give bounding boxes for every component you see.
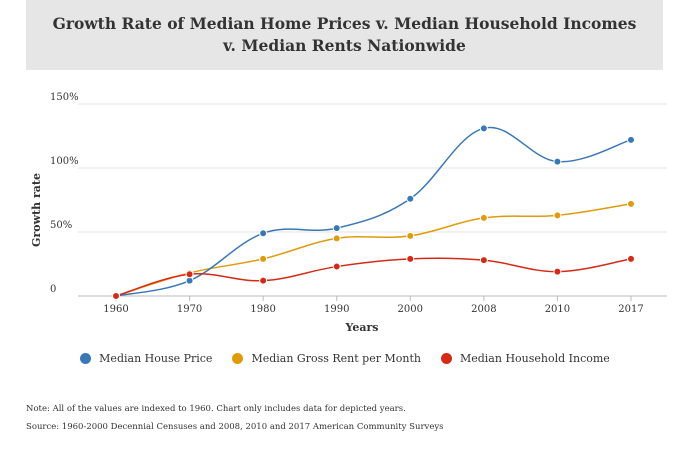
data-point[interactable] (259, 254, 268, 263)
chart-notes: Note: All of the values are indexed to 1… (26, 400, 444, 436)
data-point[interactable] (259, 229, 268, 238)
data-point[interactable] (553, 267, 562, 276)
data-point[interactable] (185, 270, 194, 279)
legend-marker-icon (440, 353, 452, 364)
data-point[interactable] (627, 199, 635, 208)
legend-label: Median House Price (99, 352, 213, 365)
data-point[interactable] (332, 224, 341, 233)
x-tick-label: 1960 (103, 304, 128, 315)
y-tick-label: 50% (50, 220, 72, 231)
series-line (115, 203, 632, 297)
legend-item[interactable]: Median Gross Rent per Month (232, 352, 421, 365)
data-point[interactable] (112, 292, 120, 300)
legend-label: Median Gross Rent per Month (251, 352, 421, 365)
data-point[interactable] (479, 213, 488, 222)
series-line (115, 257, 632, 297)
chart-title: Growth Rate of Median Home Prices v. Med… (52, 14, 637, 55)
x-axis-title: Years (344, 321, 378, 334)
source-text: Source: 1960-2000 Decennial Censuses and… (26, 422, 444, 432)
data-point[interactable] (627, 135, 635, 144)
grid-lines (78, 103, 667, 297)
y-tick-label: 0 (50, 284, 56, 295)
data-point[interactable] (553, 157, 562, 166)
x-tick-label: 1980 (250, 304, 275, 315)
data-point[interactable] (479, 256, 488, 265)
legend-marker-icon (80, 353, 92, 364)
title-box: Growth Rate of Median Home Prices v. Med… (26, 0, 663, 70)
legend-marker-icon (232, 353, 244, 364)
x-tick-label: 2008 (471, 304, 496, 315)
data-point[interactable] (406, 194, 415, 203)
data-point[interactable] (332, 262, 341, 271)
data-point[interactable] (332, 234, 341, 243)
data-point[interactable] (479, 124, 488, 133)
y-tick-label: 150% (50, 92, 79, 103)
y-tick-label: 100% (50, 156, 79, 167)
note-text: Note: All of the values are indexed to 1… (26, 404, 406, 414)
x-tick-label: 2000 (398, 304, 423, 315)
data-point[interactable] (259, 276, 268, 285)
line-chart: 0 50% 100% 150% 1960 1970 1980 1990 2000 2008 201… (30, 92, 667, 334)
data-point[interactable] (406, 254, 415, 263)
series-markers (112, 124, 635, 300)
data-point[interactable] (627, 254, 635, 263)
data-point[interactable] (406, 231, 415, 240)
x-tick-label: 1970 (177, 304, 202, 315)
data-point[interactable] (553, 211, 562, 220)
x-tick-label: 2017 (618, 304, 643, 315)
legend-item[interactable]: Median House Price (80, 352, 212, 365)
y-axis-ticks: 0 50% 100% 150% (50, 92, 79, 295)
x-tick-label: 2010 (545, 304, 570, 315)
legend-item[interactable]: Median Household Income (440, 352, 610, 365)
y-axis-title: Growth rate (30, 173, 43, 247)
x-tick-label: 1990 (324, 304, 349, 315)
legend-label: Median Household Income (459, 352, 610, 365)
series-lines (115, 126, 632, 297)
x-axis-ticks: 1960 1970 1980 1990 2000 2008 2010 2017 (103, 296, 644, 315)
legend: Median House Price Median Gross Rent per … (0, 352, 690, 365)
